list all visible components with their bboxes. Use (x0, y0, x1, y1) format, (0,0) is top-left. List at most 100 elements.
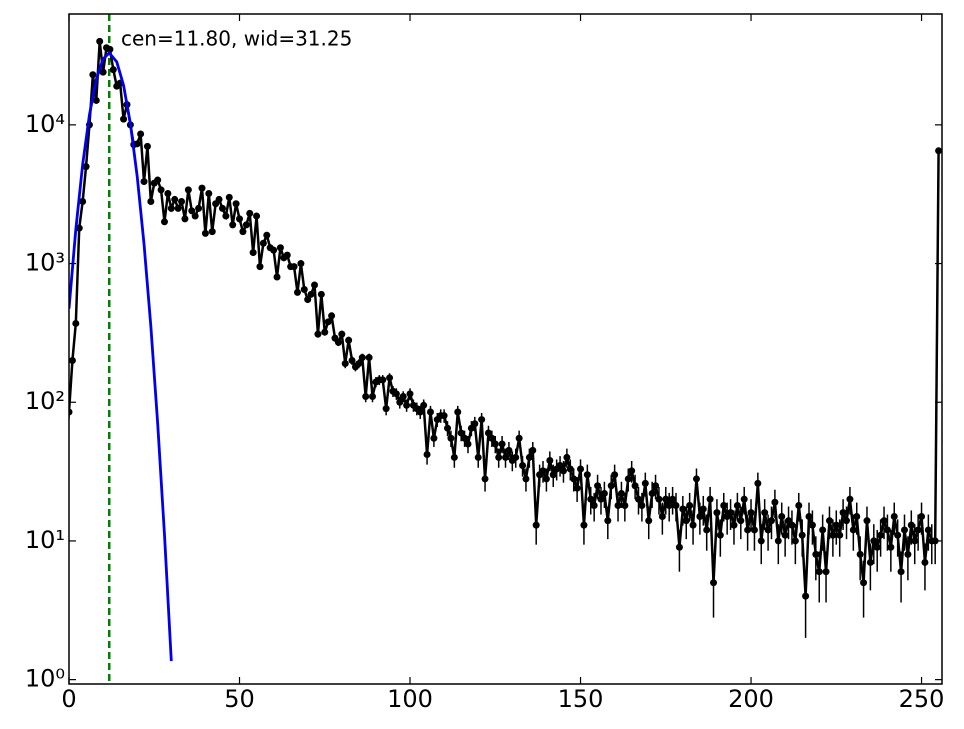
y-tick-label: 10³ (25, 249, 65, 277)
data-point (924, 526, 932, 534)
data-point (699, 505, 707, 513)
fit-curve (69, 50, 173, 662)
data-point (771, 498, 779, 506)
data-point (324, 318, 332, 326)
data-point (365, 354, 373, 362)
data-point (160, 218, 168, 226)
data-point (682, 517, 690, 525)
data-point (519, 461, 527, 469)
data-point (829, 531, 837, 539)
data-point (870, 537, 878, 545)
data-point (863, 517, 871, 525)
data-point (478, 416, 486, 424)
data-point (617, 489, 625, 497)
data-point (750, 526, 758, 534)
data-point (914, 526, 922, 534)
data-point (692, 475, 700, 483)
data-point (614, 502, 622, 510)
data-point (191, 212, 199, 220)
data-point (825, 517, 833, 525)
data-point (767, 517, 775, 525)
data-point (205, 189, 213, 197)
data-point (314, 330, 322, 338)
data-point (232, 200, 240, 208)
data-point (795, 502, 803, 510)
data-point (590, 502, 598, 510)
data-point (843, 517, 851, 525)
data-point (488, 434, 496, 442)
data-point (577, 465, 585, 473)
data-point (164, 189, 172, 197)
x-tick-label: 0 (61, 685, 76, 713)
data-point (256, 263, 264, 271)
data-point (358, 354, 366, 362)
data-point (556, 461, 564, 469)
data-point (566, 465, 574, 473)
data-point (634, 495, 642, 503)
data-point (856, 550, 864, 558)
data-point (624, 475, 632, 483)
data-point (239, 228, 247, 236)
data-point (379, 376, 387, 384)
data-point (106, 45, 114, 53)
data-point (348, 356, 356, 364)
data-point (283, 251, 291, 259)
data-point (328, 312, 336, 320)
data-point (597, 495, 605, 503)
data-point (819, 526, 827, 534)
data-point (710, 579, 718, 587)
data-point (484, 429, 492, 437)
data-point (263, 231, 271, 239)
data-point (120, 115, 128, 123)
data-point (297, 260, 305, 268)
data-point (839, 509, 847, 517)
data-point (812, 550, 820, 558)
x-tick-label: 200 (728, 685, 774, 713)
data-point (440, 412, 448, 420)
data-point (242, 221, 250, 229)
data-point (689, 521, 697, 529)
data-point (109, 66, 117, 74)
data-point (195, 204, 203, 212)
y-tick-label: 10⁰ (25, 665, 65, 693)
data-point (167, 204, 175, 212)
data-point (822, 568, 830, 576)
data-point (246, 209, 254, 217)
data-point (334, 338, 342, 346)
data-point (236, 215, 244, 223)
data-point (218, 204, 226, 212)
data-point (594, 482, 602, 490)
data-line (69, 41, 940, 597)
data-point (426, 408, 434, 416)
data-point (430, 434, 438, 442)
data-point (72, 319, 80, 327)
data-point (713, 509, 721, 517)
data-point (918, 513, 926, 521)
data-point (300, 286, 308, 294)
data-point (369, 393, 377, 401)
data-point (791, 537, 799, 545)
data-point (386, 374, 394, 382)
data-point (249, 249, 257, 257)
data-point (420, 401, 428, 409)
data-point (747, 509, 755, 517)
data-point (345, 336, 353, 344)
data-point (621, 502, 629, 510)
data-point (802, 592, 810, 600)
data-point (461, 434, 469, 442)
data-point (178, 198, 186, 206)
data-point (198, 184, 206, 192)
data-point (716, 531, 724, 539)
data-point (628, 467, 636, 475)
data-point (815, 568, 823, 576)
data-point (201, 229, 209, 237)
data-point (444, 424, 452, 432)
data-point (396, 398, 404, 406)
data-point (778, 513, 786, 521)
data-point (491, 440, 499, 448)
data-point (604, 517, 612, 525)
data-point (399, 393, 407, 401)
data-point (542, 475, 550, 483)
data-point (276, 244, 284, 252)
